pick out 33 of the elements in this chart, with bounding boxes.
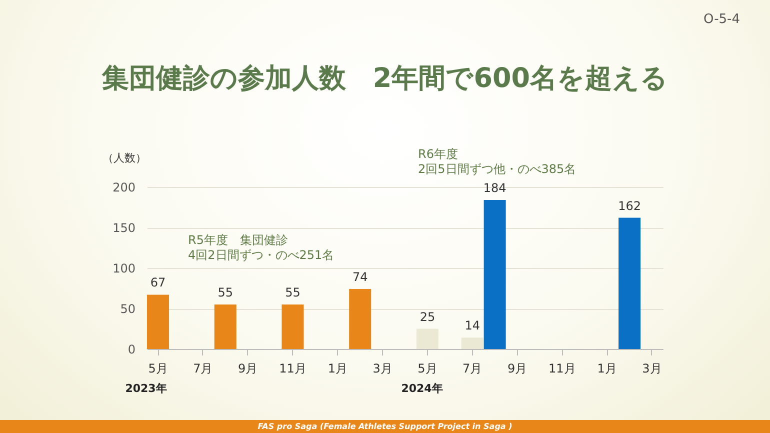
x-tick-label: 5月 <box>148 362 168 376</box>
data-label: 74 <box>352 270 368 284</box>
annotation: R5年度 集団健診 4回2日間ずつ・のべ251名 <box>188 233 334 262</box>
y-tick-label: 200 <box>112 180 136 194</box>
text: O-5-4 <box>703 12 740 27</box>
data-label: 55 <box>218 285 234 300</box>
data-label: 25 <box>420 310 436 324</box>
data-label: 55 <box>285 285 300 300</box>
x-tick-label: 1月 <box>328 362 348 376</box>
data-label: 162 <box>618 198 641 213</box>
y-tick-label: 50 <box>120 302 136 316</box>
y-tick-label: 0 <box>128 342 136 356</box>
y-tick-label: 150 <box>112 221 136 235</box>
x-tick-label: 5月 <box>418 362 438 376</box>
text: FAS pro Saga (Female Athletes Support Project in Saga ) <box>0 420 770 433</box>
y-axis-title: （人数） <box>102 152 146 164</box>
x-tick-label: 11月 <box>548 362 576 376</box>
chart-title: 集団健診の参加人数 2年間で600名を超える <box>100 62 670 96</box>
x-tick-label: 3月 <box>372 362 392 376</box>
x-tick-label: 3月 <box>642 362 662 376</box>
x-tick-label: 1月 <box>597 362 617 376</box>
x-tick-label: 7月 <box>193 362 213 376</box>
x-tick-label: 9月 <box>507 362 528 376</box>
y-tick-label: 100 <box>112 262 136 276</box>
x-tick-label: 9月 <box>238 362 258 376</box>
text: R6年度 2回5日間ずつ他・のべ385名 <box>418 147 576 176</box>
data-label: 67 <box>150 276 166 290</box>
x-tick-label: 11月 <box>279 362 306 376</box>
data-label: 14 <box>464 318 480 333</box>
text: 2024年 <box>401 382 443 395</box>
data-label: 184 <box>483 180 506 195</box>
text: 2023年 <box>125 382 167 395</box>
x-tick-label: 7月 <box>462 362 482 376</box>
